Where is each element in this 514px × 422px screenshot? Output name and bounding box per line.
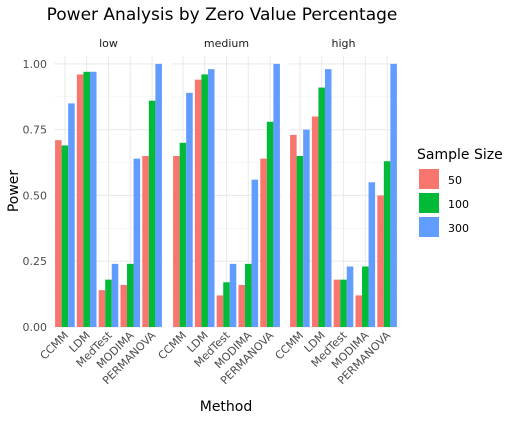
y-tick-label: 0.50 <box>23 189 48 202</box>
bar-medium-MODIMA-50 <box>238 284 246 327</box>
y-tick-label: 0.75 <box>23 124 48 137</box>
bar-high-CCMM-100 <box>296 155 304 327</box>
bar-medium-MedTest-300 <box>229 263 237 327</box>
legend: Sample Size 50 100 300 <box>417 147 503 237</box>
bar-medium-LDM-50 <box>194 79 202 327</box>
bar-medium-MedTest-50 <box>216 295 224 327</box>
bar-high-PERMANOVA-50 <box>377 195 384 327</box>
facet-strip-label: low <box>99 37 118 50</box>
bar-low-LDM-100 <box>83 71 90 327</box>
legend-swatch-100 <box>419 193 439 213</box>
bar-high-MedTest-50 <box>333 279 341 327</box>
facet-strip-label: medium <box>204 37 249 50</box>
legend-items: 50 100 300 <box>419 169 469 237</box>
bar-high-CCMM-300 <box>303 129 310 327</box>
bar-medium-MODIMA-300 <box>251 179 259 327</box>
bar-low-CCMM-100 <box>61 145 69 327</box>
bar-high-MedTest-100 <box>340 279 347 327</box>
chart-title: Power Analysis by Zero Value Percentage <box>47 5 398 25</box>
bar-medium-PERMANOVA-300 <box>273 63 280 328</box>
y-tick-label: 0.00 <box>23 321 48 334</box>
bar-high-MODIMA-100 <box>362 266 369 327</box>
bar-medium-PERMANOVA-50 <box>260 158 267 327</box>
bar-low-LDM-50 <box>76 74 84 327</box>
bar-low-MODIMA-300 <box>133 158 141 327</box>
legend-label-300: 300 <box>448 222 469 235</box>
bar-low-PERMANOVA-300 <box>155 63 162 328</box>
bar-high-MODIMA-50 <box>355 295 363 327</box>
legend-label-50: 50 <box>448 174 462 187</box>
bar-high-LDM-300 <box>324 69 332 328</box>
bar-low-CCMM-50 <box>55 140 62 327</box>
bar-medium-CCMM-50 <box>173 155 180 327</box>
bar-high-CCMM-50 <box>290 134 297 327</box>
bar-high-PERMANOVA-100 <box>383 161 391 327</box>
bar-medium-CCMM-300 <box>186 92 193 327</box>
bar-medium-PERMANOVA-100 <box>266 121 274 327</box>
bar-low-MedTest-100 <box>105 279 112 327</box>
legend-title: Sample Size <box>417 147 503 163</box>
bar-high-PERMANOVA-300 <box>390 63 397 328</box>
bar-high-MedTest-300 <box>346 266 354 327</box>
bar-high-LDM-100 <box>318 87 325 327</box>
legend-label-100: 100 <box>448 198 469 211</box>
legend-swatch-300 <box>419 217 439 237</box>
bar-high-LDM-50 <box>311 116 319 328</box>
bar-low-MedTest-300 <box>111 263 119 327</box>
facet-strip-label: high <box>332 37 356 50</box>
bar-low-MODIMA-100 <box>127 263 134 327</box>
bar-low-CCMM-300 <box>68 103 75 327</box>
bar-medium-MedTest-100 <box>223 282 230 327</box>
bar-medium-LDM-300 <box>207 69 215 328</box>
bar-low-PERMANOVA-100 <box>148 100 156 328</box>
bar-medium-LDM-100 <box>201 74 208 327</box>
bar-low-PERMANOVA-50 <box>142 155 149 327</box>
bar-medium-CCMM-100 <box>179 142 187 327</box>
bar-medium-MODIMA-100 <box>245 263 252 327</box>
bar-high-MODIMA-300 <box>368 182 376 327</box>
bar-low-LDM-300 <box>89 71 97 327</box>
x-axis-label: Method <box>200 399 253 415</box>
facet-panels: lowCCMMLDMMedTestMODIMAPERMANOVAmediumCC… <box>23 37 398 387</box>
legend-swatch-50 <box>419 169 439 189</box>
y-axis-label: Power <box>6 170 22 213</box>
bar-low-MODIMA-50 <box>120 284 128 327</box>
bar-low-MedTest-50 <box>98 290 106 327</box>
y-tick-label: 1.00 <box>23 58 48 71</box>
y-tick-label: 0.25 <box>23 255 48 268</box>
